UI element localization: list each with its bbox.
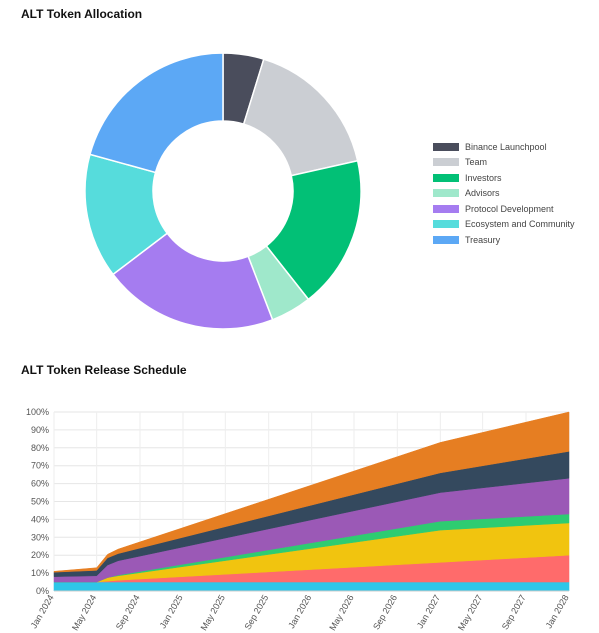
legend-item-advisors[interactable]: Advisors	[433, 186, 575, 202]
area-series-1	[53, 581, 570, 592]
release-chart-title: ALT Token Release Schedule	[21, 363, 187, 377]
y-tick-label: 30%	[31, 532, 49, 542]
donut-slice-team	[242, 58, 359, 177]
x-tick-label: May 2026	[327, 593, 355, 632]
legend-label: Investors	[465, 172, 502, 183]
legend-item-binance-launchpool[interactable]: Binance Launchpool	[433, 139, 575, 155]
legend-item-team[interactable]: Team	[433, 155, 575, 171]
y-tick-label: 0%	[36, 586, 49, 596]
y-tick-label: 80%	[31, 443, 49, 453]
legend-swatch	[433, 204, 459, 213]
x-tick-label: Jan 2025	[158, 593, 185, 630]
legend-label: Treasury	[465, 234, 501, 245]
x-tick-label: May 2024	[70, 593, 98, 632]
legend-label: Team	[465, 157, 488, 168]
legend-label: Advisors	[465, 188, 500, 199]
x-tick-label: Jan 2024	[29, 593, 56, 630]
y-tick-label: 70%	[31, 461, 49, 471]
legend-swatch	[433, 158, 459, 167]
x-tick-label: Jan 2028	[544, 593, 571, 630]
x-tick-label: Sep 2024	[114, 593, 142, 631]
legend-swatch	[433, 235, 459, 244]
legend-item-treasury[interactable]: Treasury	[433, 232, 575, 248]
allocation-donut-chart	[84, 52, 362, 330]
x-tick-label: Sep 2025	[242, 593, 270, 631]
allocation-chart-title: ALT Token Allocation	[21, 7, 143, 21]
y-tick-label: 40%	[31, 514, 49, 524]
x-tick-label: Jan 2026	[286, 593, 313, 630]
legend-swatch	[433, 220, 459, 229]
y-tick-label: 20%	[31, 550, 49, 560]
legend-label: Ecosystem and Community	[465, 219, 575, 230]
x-tick-label: Jan 2027	[415, 593, 442, 630]
legend-item-investors[interactable]: Investors	[433, 170, 575, 186]
legend-swatch	[433, 189, 459, 198]
legend-label: Binance Launchpool	[465, 141, 547, 152]
x-tick-label: Sep 2026	[371, 593, 399, 631]
y-tick-label: 50%	[31, 497, 49, 507]
donut-slice-treasury	[89, 52, 224, 174]
legend-swatch	[433, 173, 459, 182]
legend-item-ecosystem-and-community[interactable]: Ecosystem and Community	[433, 217, 575, 233]
y-tick-label: 90%	[31, 425, 49, 435]
x-tick-label: May 2027	[456, 593, 484, 632]
release-area-chart: 0% 10% 20% 30% 40% 50% 60% 70% 80% 90% 100% Jan 202…	[26, 407, 571, 632]
y-tick-label: 10%	[31, 568, 49, 578]
area-series-7	[53, 411, 570, 573]
x-tick-label: May 2025	[199, 593, 227, 632]
y-tick-label: 100%	[26, 407, 49, 417]
allocation-legend: Binance Launchpool Team Investors Advisors P…	[433, 139, 575, 248]
legend-label: Protocol Development	[465, 203, 554, 214]
legend-swatch	[433, 142, 459, 151]
y-tick-label: 60%	[31, 479, 49, 489]
legend-item-protocol-development[interactable]: Protocol Development	[433, 201, 575, 217]
x-tick-label: Sep 2027	[500, 593, 528, 631]
donut-slice-protocol-development	[111, 232, 274, 330]
